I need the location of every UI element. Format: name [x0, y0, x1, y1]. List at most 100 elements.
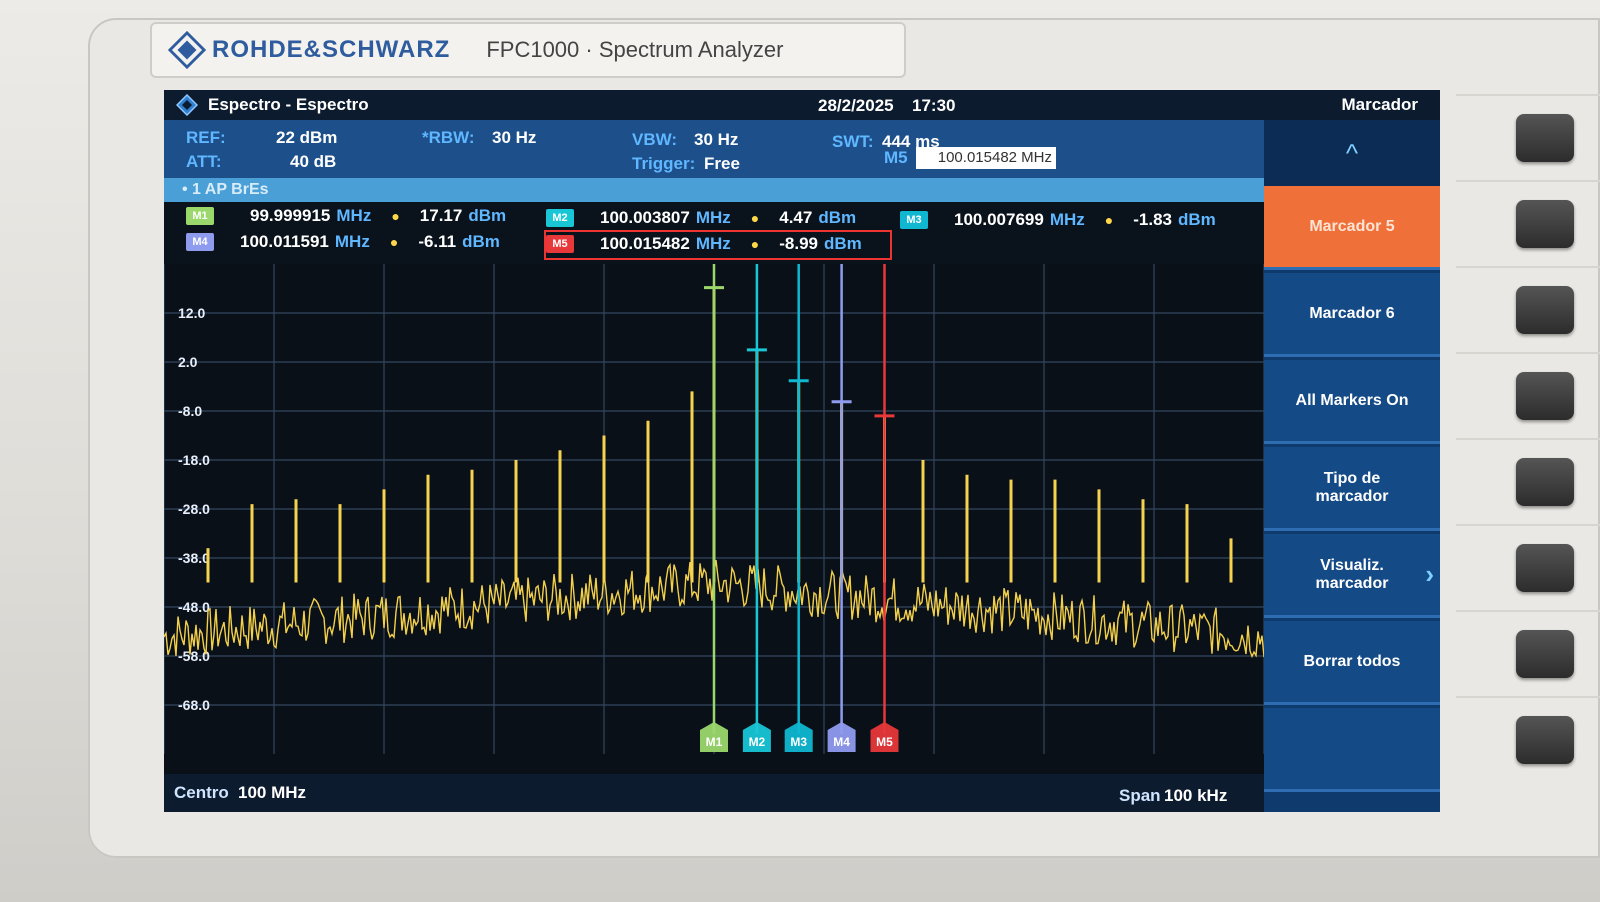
y-tick-label: 12.0	[178, 305, 205, 321]
chevron-right-icon: ›	[1425, 559, 1434, 589]
softkey-label: Borrar todos	[1303, 652, 1401, 670]
spectrum-plot[interactable]: 12.0 2.0 -8.0 -18.0 -28.0 -38.0 -48.0 -58.0 -68.…	[164, 264, 1264, 774]
y-tick-label: -28.0	[178, 501, 210, 517]
marker-level-unit: dBm	[1178, 210, 1216, 229]
mode-diamond-icon[interactable]	[176, 94, 198, 116]
marker-flag-label: M3	[790, 735, 807, 749]
marker-row-m4[interactable]: M4 100.011591 MHz ● -6.11 dBm	[186, 232, 500, 252]
title-bar: Espectro - Espectro 28/2/2025 17:30	[164, 90, 1264, 120]
marker-level: 4.47	[779, 208, 813, 227]
y-tick-label: -48.0	[178, 599, 210, 615]
marker-flag-label: M4	[833, 735, 850, 749]
center-label: Centro	[174, 783, 229, 802]
softkey-all-markers-on[interactable]: All Markers On	[1264, 360, 1440, 444]
rohde-schwarz-logo-icon	[168, 31, 206, 69]
y-tick-label: -38.0	[178, 550, 210, 566]
ref-label: REF:	[186, 128, 226, 147]
marker-level-unit: dBm	[462, 232, 500, 251]
span-value[interactable]: 100 kHz	[1164, 786, 1228, 805]
softkey-label: Marcador 6	[1309, 304, 1395, 322]
marker-freq-unit: MHz	[1049, 210, 1085, 229]
hardware-key-4[interactable]	[1516, 372, 1574, 420]
y-tick-label: 2.0	[178, 354, 198, 370]
hardware-key-cell	[1456, 438, 1600, 524]
softkey-label: All Markers On	[1295, 391, 1409, 409]
hardware-key-8[interactable]	[1516, 716, 1574, 764]
bottom-bar: Centro 100 MHz Span 100 kHz	[164, 774, 1264, 812]
device-model: FPC1000 · Spectrum Analyzer	[486, 37, 784, 62]
time-display: 17:30	[912, 96, 956, 115]
trace-label: • 1 AP BrEs	[182, 181, 269, 198]
marker-dot-icon: ●	[750, 210, 760, 226]
vbw-value: 30 Hz	[694, 130, 739, 149]
marker-dot-icon: ●	[750, 236, 760, 252]
marker-tag: M5	[546, 235, 574, 253]
softkey-borrar-todos[interactable]: Borrar todos	[1264, 621, 1440, 705]
up-arrow-glyph: ^	[1345, 138, 1359, 168]
hardware-key-3[interactable]	[1516, 286, 1574, 334]
y-tick-label: -8.0	[178, 403, 202, 419]
marker-level-unit: dBm	[468, 206, 507, 225]
marker-level: -6.11	[418, 232, 457, 251]
hardware-key-1[interactable]	[1516, 114, 1574, 162]
hardware-key-cell	[1456, 610, 1600, 696]
m5-entry[interactable]: M5 100.015482 MHz	[884, 146, 1056, 170]
softkey-marcador-6[interactable]: Marcador 6	[1264, 273, 1440, 357]
softkey-visualiz-marcador[interactable]: Visualiz. marcador ›	[1264, 534, 1440, 618]
brand-name: ROHDE&SCHWARZ	[212, 36, 451, 63]
m5-entry-label: M5	[884, 148, 908, 167]
marker-tag: M1	[186, 207, 214, 225]
marker-row-m1[interactable]: M1 99.999915 MHz ● 17.17 dBm	[186, 206, 506, 226]
marker-flag	[870, 722, 899, 752]
hardware-key-7[interactable]	[1516, 630, 1574, 678]
rbw-label: *RBW:	[422, 128, 475, 147]
m5-frequency-field[interactable]: 100.015482 MHz	[915, 147, 1056, 169]
hardware-key-cell	[1456, 180, 1600, 266]
softkey-label: Tipo de marcador	[1315, 469, 1389, 505]
softkey-header-label: Marcador	[1341, 95, 1418, 114]
vbw-label: VBW:	[632, 130, 678, 149]
marker-row-m2[interactable]: M2 100.003807 MHz ● 4.47 dBm	[546, 208, 856, 228]
rbw-value: 30 Hz	[492, 128, 537, 147]
softkey-label: Visualiz. marcador	[1315, 556, 1389, 592]
marker-row-m3[interactable]: M3 100.007699 MHz ● -1.83 dBm	[900, 210, 1216, 230]
marker-table: M1 99.999915 MHz ● 17.17 dBm M4 100.0115…	[164, 202, 1264, 264]
hardware-key-cell	[1456, 696, 1600, 782]
center-value[interactable]: 100 MHz	[238, 783, 307, 802]
brand-plate: ROHDE&SCHWARZ FPC1000 · Spectrum Analyze…	[150, 22, 906, 78]
marker-row-m5[interactable]: M5 100.015482 MHz ● -8.99 dBm	[546, 234, 862, 254]
hardware-key-cell	[1456, 352, 1600, 438]
marker-flag-label: M1	[706, 735, 723, 749]
marker-flag	[742, 722, 771, 752]
softkey-label: Marcador 5	[1309, 217, 1395, 235]
settings-bar[interactable]: REF: 22 dBm ATT: 40 dB *RBW: 30 Hz VBW: …	[164, 120, 1264, 178]
softkey-tipo-de-marcador[interactable]: Tipo de marcador	[1264, 447, 1440, 531]
marker-dot-icon: ●	[389, 234, 399, 250]
selected-marker-highlight	[544, 230, 892, 260]
hardware-key-6[interactable]	[1516, 544, 1574, 592]
softkey-up-arrow-icon[interactable]: ^	[1264, 120, 1440, 189]
marker-freq: 100.011591	[240, 232, 329, 251]
marker-dot-icon: ●	[1104, 212, 1114, 228]
marker-tag: M2	[546, 209, 574, 227]
ref-value: 22 dBm	[276, 128, 338, 147]
marker-freq: 99.999915	[250, 206, 331, 225]
marker-freq-unit: MHz	[695, 208, 731, 227]
marker-flag	[827, 722, 856, 752]
marker-freq: 100.007699	[954, 210, 1044, 229]
swt-value: 444 ms	[882, 132, 940, 151]
marker-level: -1.83	[1133, 210, 1172, 229]
marker-freq: 100.003807	[600, 208, 690, 227]
trigger-value: Free	[704, 154, 740, 173]
softkey-marcador-5[interactable]: Marcador 5	[1264, 186, 1440, 270]
hardware-key-cell	[1456, 524, 1600, 610]
marker-level-unit: dBm	[818, 208, 857, 227]
trace-bar[interactable]: • 1 AP BrEs	[164, 178, 1264, 202]
att-value: 40 dB	[290, 152, 337, 171]
marker-flag	[700, 722, 728, 752]
marker-flag	[784, 722, 813, 752]
marker-flag-label: M5	[876, 735, 893, 749]
screen-title: Espectro - Espectro	[208, 95, 369, 114]
hardware-key-2[interactable]	[1516, 200, 1574, 248]
hardware-key-5[interactable]	[1516, 458, 1574, 506]
